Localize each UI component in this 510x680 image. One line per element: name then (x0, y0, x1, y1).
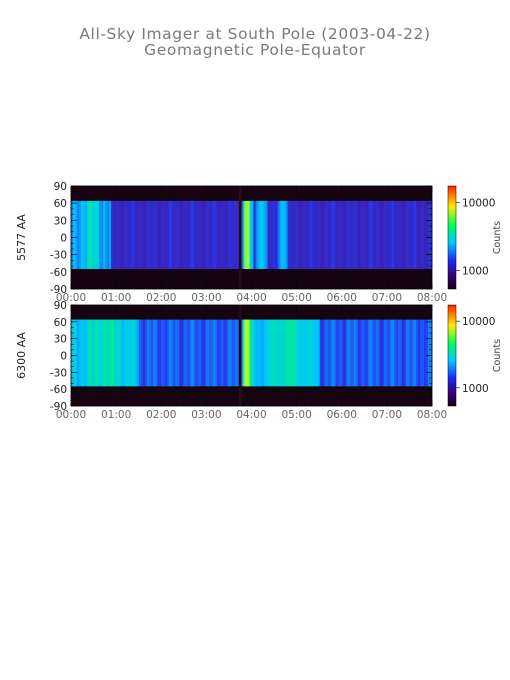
x-tick-label: 08:00 (417, 292, 447, 304)
y-tick-label: 60 (54, 317, 67, 329)
colorbar-tick-label: 10000 (462, 316, 495, 328)
y-tick-label: -60 (50, 267, 67, 279)
x-tick-label: 05:00 (281, 292, 311, 304)
x-tick-label: 04:00 (236, 409, 266, 421)
y-tick-label: 30 (54, 215, 67, 227)
heatmap-band (71, 319, 433, 387)
chart-subtitle: Geomagnetic Pole-Equator (144, 41, 366, 59)
x-tick-label: 07:00 (372, 409, 402, 421)
x-tick-label: 01:00 (101, 292, 131, 304)
y-axis-label: 6300 AA (15, 332, 28, 379)
x-tick-label: 02:00 (146, 292, 176, 304)
colorbar-tick-label: 1000 (462, 265, 489, 277)
data-gap (238, 305, 242, 406)
x-tick-label: 03:00 (191, 409, 221, 421)
x-tick-label: 04:00 (236, 292, 266, 304)
x-tick-label: 00:00 (56, 409, 86, 421)
heatmap-band (71, 200, 433, 269)
y-tick-label: -90 (50, 401, 67, 413)
y-tick-label: 60 (54, 198, 67, 210)
y-tick-label: -90 (50, 284, 67, 296)
y-tick-label: -30 (50, 250, 67, 262)
y-axis-label: 5577 AA (15, 214, 28, 261)
y-tick-label: 30 (54, 334, 67, 346)
x-tick-label: 01:00 (101, 409, 131, 421)
x-tick-label: 06:00 (327, 292, 357, 304)
y-tick-label: -60 (50, 384, 67, 396)
x-tick-label: 07:00 (372, 292, 402, 304)
x-tick-label: 05:00 (281, 409, 311, 421)
y-tick-label: 90 (54, 181, 67, 193)
y-tick-label: 90 (54, 300, 67, 312)
data-gap (238, 186, 242, 289)
colorbar (447, 185, 457, 290)
colorbar-tick-label: 10000 (462, 197, 495, 209)
panel-1: 00:00 01:00 02:00 03:00 04:00 05:00 06:00 07:00… (15, 181, 503, 304)
x-tick-label: 08:00 (417, 409, 447, 421)
colorbar-tick-label: 1000 (462, 383, 489, 395)
panel-2: 00:00 01:00 02:00 03:00 04:00 05:00 06:00 07:00… (15, 300, 503, 421)
y-tick-label: 0 (60, 233, 67, 245)
x-tick-label: 03:00 (191, 292, 221, 304)
colorbar (447, 304, 457, 407)
x-tick-label: 02:00 (146, 409, 176, 421)
x-tick-label: 00:00 (56, 292, 86, 304)
colorbar-label: Counts (492, 339, 503, 372)
y-tick-label: 0 (60, 351, 67, 363)
y-tick-label: -30 (50, 367, 67, 379)
colorbar-label: Counts (492, 221, 503, 254)
chart-title: All-Sky Imager at South Pole (2003-04-22… (79, 25, 431, 43)
x-tick-label: 06:00 (327, 409, 357, 421)
